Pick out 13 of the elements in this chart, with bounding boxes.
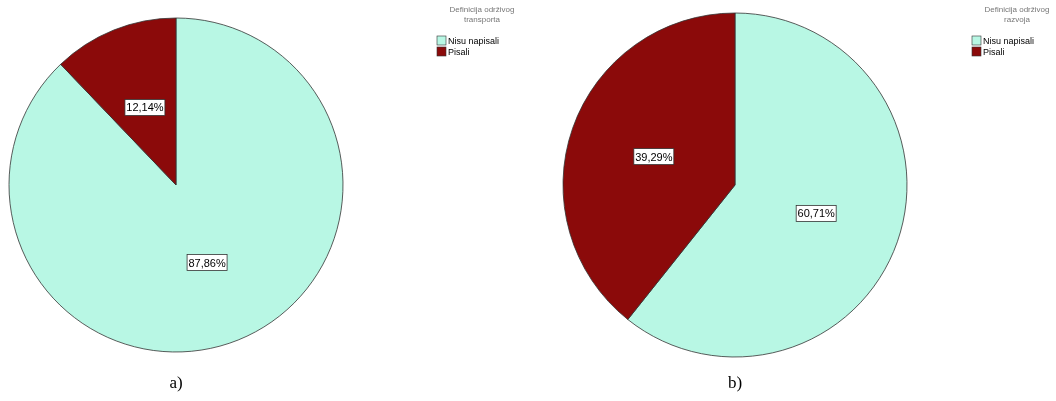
data-label: 60,71% — [797, 207, 836, 220]
legend-label: Pisali — [983, 47, 1005, 57]
data-label: 12,14% — [126, 101, 164, 114]
data-label: 39,29% — [635, 150, 673, 163]
pie-slice — [8, 17, 344, 353]
legend-title: Definicija održivog razvoja — [984, 5, 1050, 24]
text: b) — [727, 373, 743, 392]
legend-title: Definicija održivog transporta — [449, 5, 515, 24]
data-label: 87,86% — [188, 256, 226, 269]
legend-label: Pisali — [448, 47, 470, 57]
legend-label: Nisu napisali — [448, 36, 500, 46]
text: a) — [169, 373, 183, 392]
legend-label: Nisu napisali — [983, 36, 1035, 46]
